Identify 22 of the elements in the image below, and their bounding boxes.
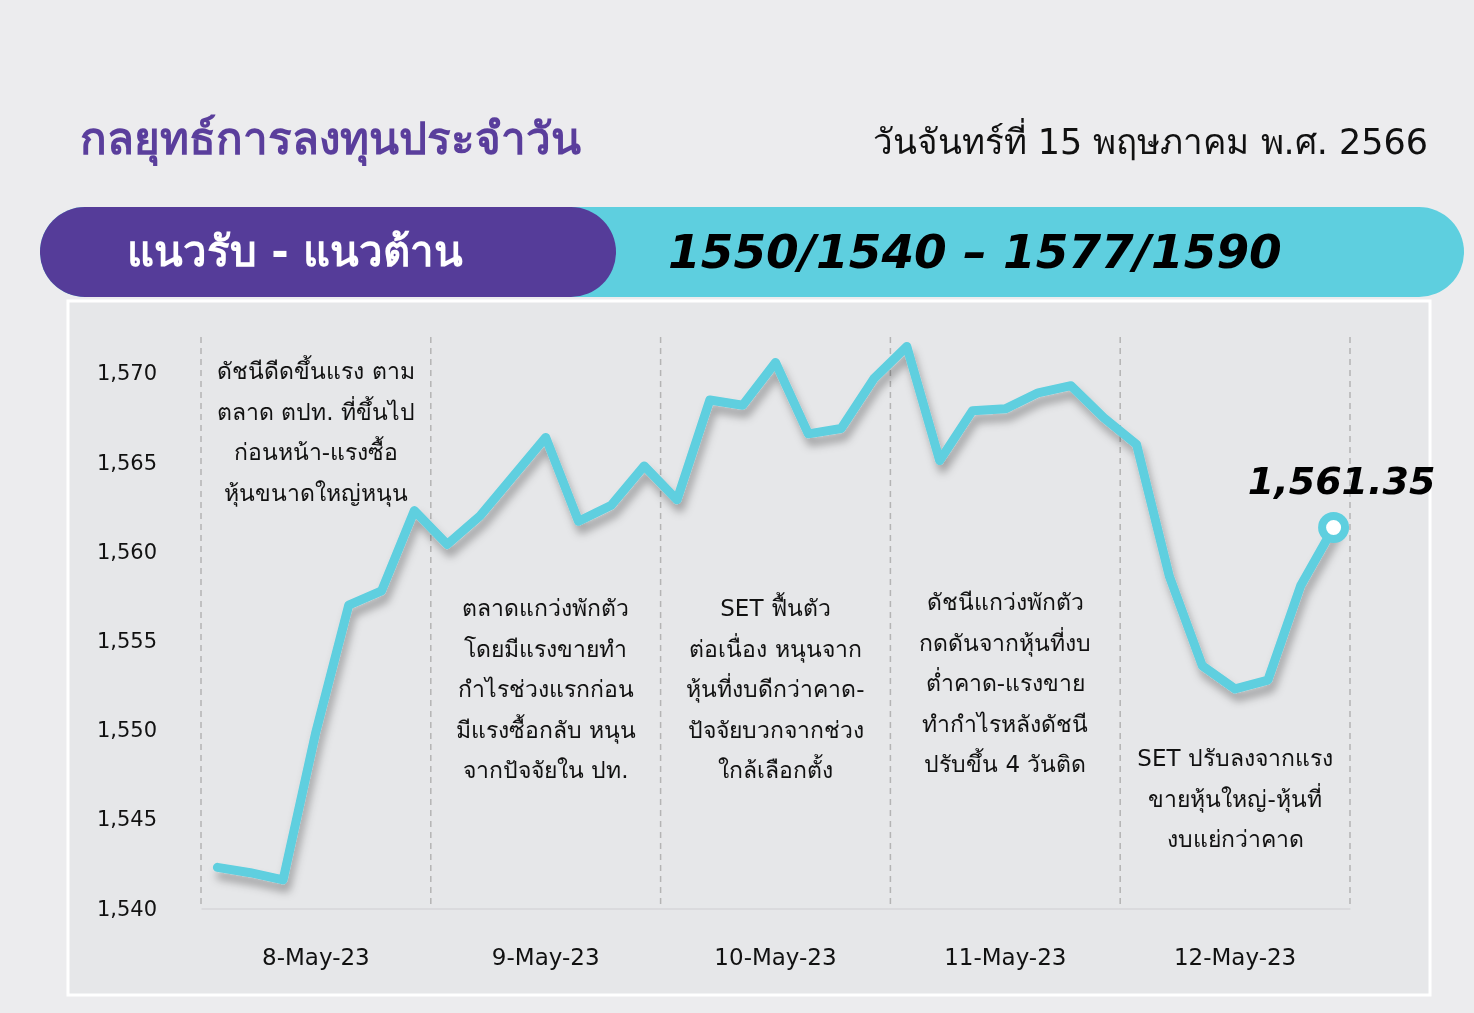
data-label: 1,561.35	[1247, 458, 1436, 503]
chart-title: กลยุทธ์การลงทุนประจำวัน	[80, 113, 581, 167]
annotation: ดัชนีดีดขึ้นแรง ตาม ตลาด ตปท. ที่ขึ้นไป ก่อนหน้า-แรงซื้อ หุ้นขนาดใหญ่หนุน	[216, 355, 415, 507]
x-tick-label: 8-May-23	[262, 943, 370, 970]
x-tick-label: 10-May-23	[714, 943, 837, 970]
annotation: SET ฟื้นตัว ต่อเนื่อง หนุนจาก หุ้นที่งบดีกว่าคาด- ปัจจัยบวกจากช่วง ใกล้เลือกตั้ง	[686, 592, 865, 783]
y-tick-label: 1,560	[96, 539, 157, 564]
y-tick-label: 1,550	[96, 718, 157, 743]
text: แนวรับ - แนวต้าน	[126, 227, 464, 276]
chart-subtitle: วันจันทร์ที่ 15 พฤษภาคม พ.ศ. 2566	[872, 118, 1428, 162]
y-tick-label: 1,555	[96, 629, 157, 654]
y-tick-label: 1,570	[96, 361, 157, 386]
y-tick-label: 1,545	[96, 807, 157, 832]
x-tick-label: 11-May-23	[944, 943, 1067, 970]
x-tick-label: 12-May-23	[1173, 943, 1297, 970]
y-tick-label: 1,565	[96, 450, 157, 475]
y-tick-label: 1,540	[96, 896, 157, 921]
annotation: ดัชนีแกว่งพักตัว กดดันจากหุ้นที่งบ ต่ำคาด-แรงขาย ทำกำไรหลังดัชนี ปรับขึ้น 4 วันติด	[919, 589, 1092, 777]
annotation: ตลาดแกว่งพักตัว โดยมีแรงขายทำ กำไรช่วงแรกก่อน มีแรงซื้อกลับ หนุน จากปัจจัยใน ปท.	[455, 595, 636, 783]
annotation: SET ปรับลงจากแรง ขายหุ้นใหญ่-หุ้นที่ งบแย่กว่าคาด	[1137, 745, 1333, 852]
x-tick-label: 9-May-23	[491, 943, 600, 970]
text: 1550/1540 – 1577/1590	[668, 224, 1282, 279]
